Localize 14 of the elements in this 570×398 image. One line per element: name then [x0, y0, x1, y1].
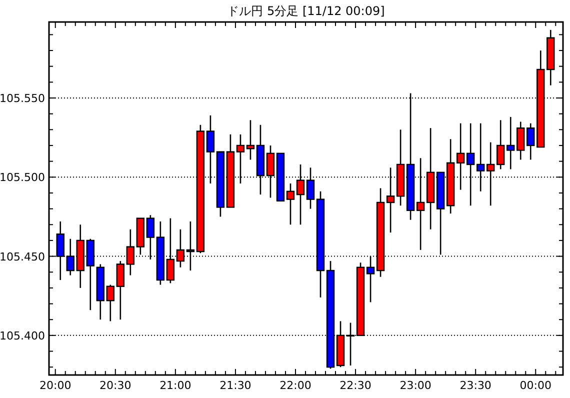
x-tick-label: 00:00: [520, 379, 552, 392]
chart-title: ドル円 5分足 [11/12 00:09]: [227, 4, 385, 18]
x-tick-label: 21:30: [220, 379, 252, 392]
x-tick-label: 22:00: [280, 379, 312, 392]
x-tick-label: 21:00: [160, 379, 192, 392]
x-tick-label: 20:00: [40, 379, 72, 392]
x-tick-label: 23:30: [460, 379, 492, 392]
y-tick-label: 105.450: [0, 250, 45, 264]
x-tick-label: 23:00: [400, 379, 432, 392]
x-tick-label: 20:30: [100, 379, 132, 392]
y-tick-label: 105.500: [0, 171, 45, 184]
y-tick-label: 105.400: [0, 329, 45, 342]
y-tick-label: 105.550: [0, 92, 45, 105]
x-tick-label: 22:30: [340, 379, 372, 392]
